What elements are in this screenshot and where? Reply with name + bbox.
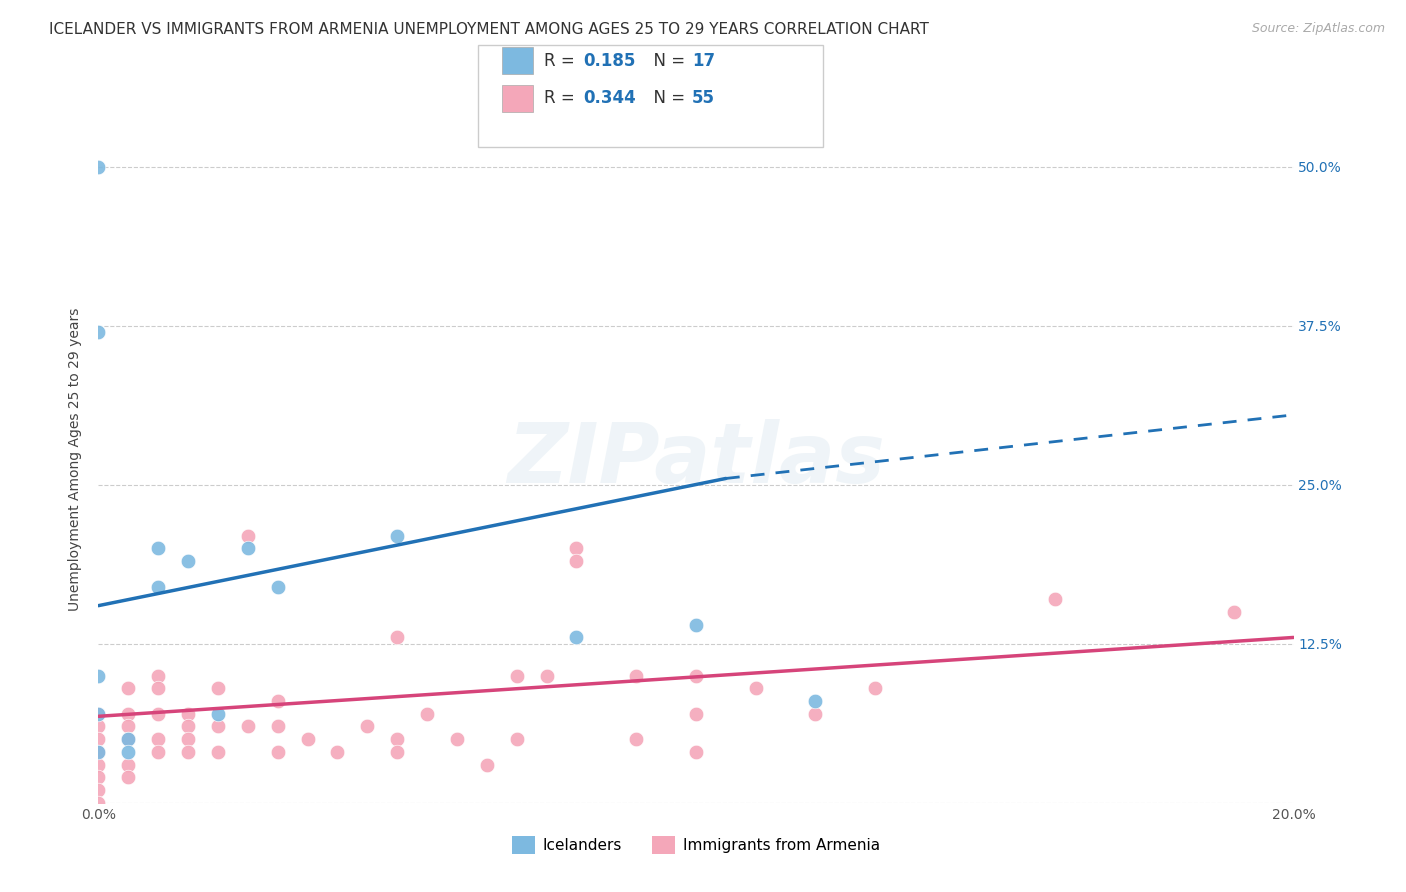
Point bbox=[475, 757, 498, 772]
Point bbox=[506, 668, 529, 682]
Point bbox=[117, 732, 139, 747]
Point bbox=[177, 706, 200, 721]
Point bbox=[267, 745, 290, 759]
Point bbox=[565, 631, 588, 645]
Point bbox=[87, 796, 110, 810]
Point bbox=[117, 681, 139, 696]
Text: Source: ZipAtlas.com: Source: ZipAtlas.com bbox=[1251, 22, 1385, 36]
Point bbox=[87, 719, 110, 733]
Point bbox=[117, 732, 139, 747]
Point bbox=[745, 681, 768, 696]
Point bbox=[177, 745, 200, 759]
Point bbox=[385, 732, 409, 747]
Point bbox=[148, 681, 170, 696]
Point bbox=[87, 732, 110, 747]
Point bbox=[626, 668, 648, 682]
Point bbox=[1223, 605, 1246, 619]
Point bbox=[87, 770, 110, 784]
Legend: Icelanders, Immigrants from Armenia: Icelanders, Immigrants from Armenia bbox=[506, 830, 886, 861]
Point bbox=[177, 554, 200, 568]
Text: 17: 17 bbox=[692, 52, 714, 70]
Point bbox=[385, 529, 409, 543]
Point bbox=[326, 745, 349, 759]
Point bbox=[117, 757, 139, 772]
Text: ZIPatlas: ZIPatlas bbox=[508, 419, 884, 500]
Text: N =: N = bbox=[643, 52, 690, 70]
Point bbox=[804, 706, 827, 721]
Point bbox=[117, 770, 139, 784]
Point bbox=[236, 529, 259, 543]
Point bbox=[148, 732, 170, 747]
Point bbox=[685, 668, 707, 682]
Point bbox=[148, 580, 170, 594]
Point bbox=[536, 668, 558, 682]
Point bbox=[565, 541, 588, 556]
Point bbox=[416, 706, 439, 721]
Text: 0.185: 0.185 bbox=[583, 52, 636, 70]
Text: N =: N = bbox=[643, 89, 690, 107]
Point bbox=[385, 631, 409, 645]
Point bbox=[297, 732, 319, 747]
Point bbox=[506, 732, 529, 747]
Point bbox=[148, 706, 170, 721]
Point bbox=[87, 706, 110, 721]
Point bbox=[148, 668, 170, 682]
Text: ICELANDER VS IMMIGRANTS FROM ARMENIA UNEMPLOYMENT AMONG AGES 25 TO 29 YEARS CORR: ICELANDER VS IMMIGRANTS FROM ARMENIA UNE… bbox=[49, 22, 929, 37]
Point bbox=[685, 617, 707, 632]
Point bbox=[236, 719, 259, 733]
Point bbox=[87, 757, 110, 772]
Text: 0.344: 0.344 bbox=[583, 89, 637, 107]
Point bbox=[87, 668, 110, 682]
Point bbox=[356, 719, 378, 733]
Point bbox=[1043, 592, 1066, 607]
Point bbox=[565, 554, 588, 568]
Point bbox=[117, 706, 139, 721]
Point bbox=[117, 745, 139, 759]
Point bbox=[685, 706, 707, 721]
Point bbox=[207, 681, 229, 696]
Point bbox=[385, 745, 409, 759]
Text: 55: 55 bbox=[692, 89, 714, 107]
Y-axis label: Unemployment Among Ages 25 to 29 years: Unemployment Among Ages 25 to 29 years bbox=[69, 308, 83, 611]
Point bbox=[626, 732, 648, 747]
Point bbox=[207, 706, 229, 721]
Text: R =: R = bbox=[544, 52, 581, 70]
Point bbox=[267, 580, 290, 594]
Point bbox=[177, 732, 200, 747]
Point bbox=[804, 694, 827, 708]
Point bbox=[177, 719, 200, 733]
Point bbox=[87, 706, 110, 721]
Point bbox=[117, 719, 139, 733]
Point bbox=[207, 745, 229, 759]
Text: R =: R = bbox=[544, 89, 581, 107]
Point bbox=[87, 325, 110, 339]
Point bbox=[267, 694, 290, 708]
Point bbox=[267, 719, 290, 733]
Point bbox=[446, 732, 468, 747]
Point bbox=[87, 745, 110, 759]
Point bbox=[148, 745, 170, 759]
Point bbox=[865, 681, 887, 696]
Point bbox=[87, 745, 110, 759]
Point bbox=[87, 160, 110, 174]
Point bbox=[685, 745, 707, 759]
Point bbox=[87, 783, 110, 797]
Point bbox=[207, 719, 229, 733]
Point bbox=[148, 541, 170, 556]
Point bbox=[236, 541, 259, 556]
